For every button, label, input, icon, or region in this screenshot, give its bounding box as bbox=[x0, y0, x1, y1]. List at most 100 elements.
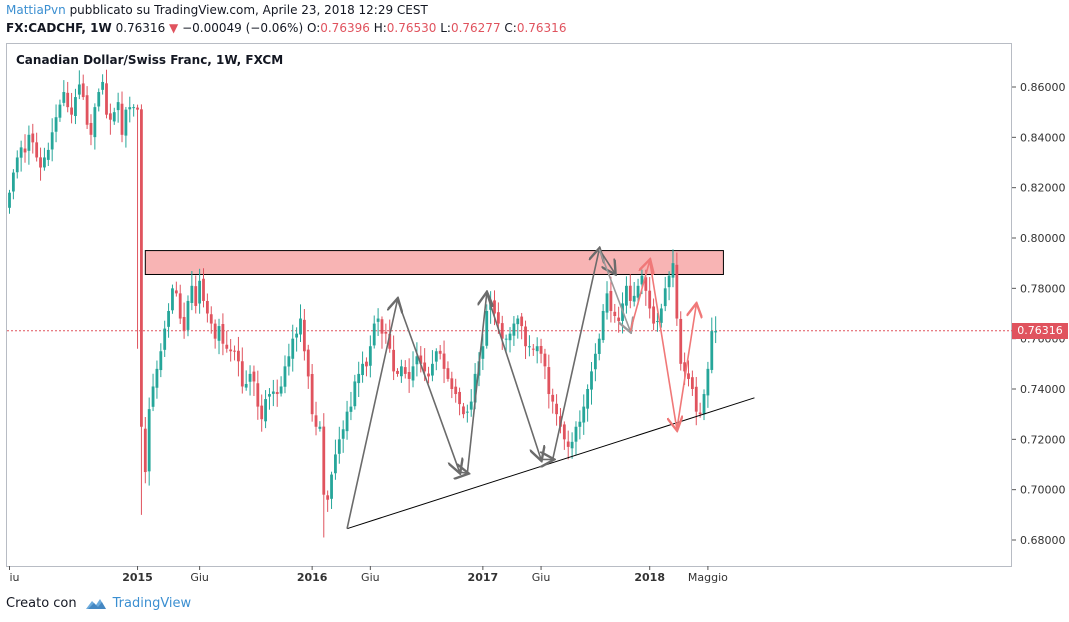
candle-up bbox=[434, 351, 438, 362]
candle-up bbox=[11, 172, 15, 192]
candle-down bbox=[252, 371, 256, 382]
candle-up bbox=[43, 157, 46, 168]
candle-up bbox=[710, 331, 714, 370]
candle-down bbox=[70, 107, 73, 115]
candle-up bbox=[578, 421, 582, 427]
candle-up bbox=[132, 107, 136, 109]
candle-up bbox=[504, 338, 508, 340]
candle-down bbox=[221, 324, 225, 344]
footer: Creato con TradingView bbox=[6, 596, 191, 611]
candle-up bbox=[271, 391, 275, 394]
candle-up bbox=[706, 368, 710, 396]
candle-up bbox=[62, 92, 66, 103]
candle-up bbox=[264, 399, 267, 422]
candle-down bbox=[322, 426, 326, 495]
candle-down bbox=[524, 326, 527, 347]
candle-up bbox=[159, 351, 163, 371]
x-axis-label: Giu bbox=[532, 571, 551, 584]
candle-down bbox=[213, 323, 217, 339]
candle-up bbox=[411, 366, 415, 381]
candle-up bbox=[217, 326, 221, 341]
last-price: 0.76316 bbox=[115, 21, 166, 35]
candle-up bbox=[283, 366, 287, 387]
candle-up bbox=[702, 394, 706, 415]
y-axis-label: 0.80000 bbox=[1020, 232, 1066, 245]
candle-up bbox=[586, 389, 590, 409]
candle-up bbox=[465, 411, 469, 413]
candle-up bbox=[357, 373, 361, 384]
x-axis-label: Maggio bbox=[688, 571, 728, 584]
candle-down bbox=[256, 383, 260, 407]
tradingview-logo-icon bbox=[85, 597, 107, 611]
resistance-zone bbox=[144, 250, 724, 275]
candle-down bbox=[462, 406, 465, 415]
candle-up bbox=[512, 323, 516, 336]
candle-up bbox=[590, 371, 593, 390]
price-change: −0.00049 (−0.06%) bbox=[182, 21, 304, 35]
candle-down bbox=[648, 290, 652, 309]
candle-up bbox=[15, 157, 19, 173]
candle-up bbox=[8, 192, 11, 208]
candle-up bbox=[58, 104, 62, 118]
zigzag-arrow bbox=[598, 248, 615, 273]
candle-up bbox=[341, 429, 345, 439]
candle-down bbox=[35, 142, 39, 158]
pattern-arrow bbox=[598, 249, 630, 331]
zigzag-arrow bbox=[396, 299, 460, 472]
candle-down bbox=[613, 311, 617, 317]
candle-down bbox=[493, 300, 496, 314]
y-axis-label: 0.86000 bbox=[1020, 81, 1066, 94]
candle-up bbox=[469, 401, 473, 410]
candle-up bbox=[415, 356, 419, 365]
candle-up bbox=[399, 366, 403, 377]
candle-down bbox=[66, 92, 70, 108]
candle-down bbox=[384, 331, 388, 334]
candle-down bbox=[174, 290, 178, 294]
zigzag-arrow bbox=[485, 293, 541, 459]
candle-up bbox=[167, 310, 170, 327]
candle-up bbox=[101, 81, 105, 90]
candle-down bbox=[23, 148, 27, 153]
author-link[interactable]: MattiaPvn bbox=[6, 3, 66, 17]
close-label: C: bbox=[504, 21, 517, 35]
candle-down bbox=[438, 350, 442, 354]
x-axis-label: 2016 bbox=[297, 571, 328, 584]
candle-up bbox=[659, 308, 663, 323]
candle-down bbox=[314, 415, 318, 427]
candle-down bbox=[380, 319, 384, 334]
publish-info: MattiaPvn pubblicato su TradingView.com,… bbox=[6, 3, 428, 17]
projection-arrow bbox=[648, 260, 677, 430]
candle-up bbox=[632, 295, 636, 302]
candle-up bbox=[299, 318, 302, 335]
candle-up bbox=[155, 368, 159, 388]
candle-down bbox=[454, 386, 458, 395]
x-axis-label: Giu bbox=[361, 571, 380, 584]
candle-up bbox=[190, 285, 194, 303]
candle-down bbox=[683, 362, 687, 372]
candle-down bbox=[326, 495, 330, 500]
candle-down bbox=[202, 278, 205, 301]
candle-down bbox=[555, 403, 558, 415]
tradingview-link[interactable]: TradingView bbox=[112, 596, 192, 611]
candle-up bbox=[112, 112, 116, 122]
chart-panel[interactable] bbox=[6, 43, 1012, 567]
candle-down bbox=[500, 323, 504, 339]
candle-up bbox=[244, 383, 248, 388]
candle-up bbox=[124, 109, 128, 136]
candle-up bbox=[268, 394, 271, 397]
candle-down bbox=[690, 377, 694, 389]
candle-up bbox=[516, 318, 520, 325]
candle-down bbox=[617, 317, 621, 322]
candle-up bbox=[640, 275, 644, 285]
candle-up bbox=[368, 346, 372, 366]
publish-text: pubblicato su TradingView.com, Aprile 23… bbox=[65, 3, 428, 17]
candle-up bbox=[318, 426, 322, 429]
candle-down bbox=[644, 277, 648, 291]
candle-up bbox=[46, 149, 50, 160]
candle-down bbox=[225, 344, 229, 349]
candle-down bbox=[194, 286, 198, 306]
candle-down bbox=[89, 122, 93, 135]
candle-up bbox=[186, 300, 190, 330]
candle-up bbox=[508, 333, 512, 341]
